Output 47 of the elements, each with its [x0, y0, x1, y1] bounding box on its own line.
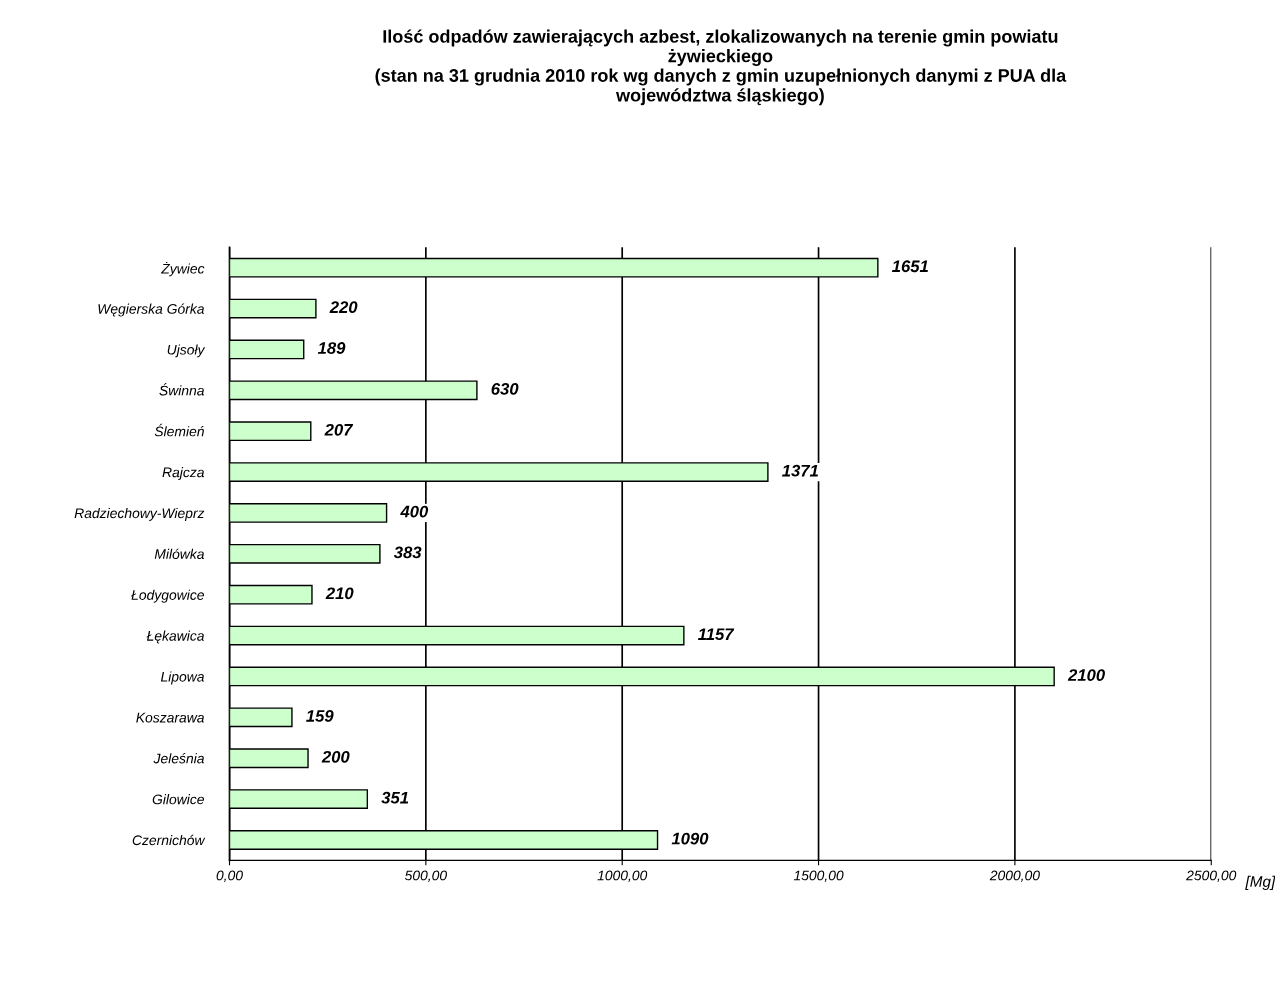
- bar: [229, 789, 369, 810]
- bar: [229, 503, 388, 523]
- y-tick-label: Koszarawa: [136, 712, 205, 723]
- data-label: 2100: [1067, 669, 1105, 681]
- data-label: 400: [400, 505, 429, 518]
- data-label: 189: [317, 342, 346, 354]
- chart-title: Ilość odpadów zawierających azbest, zlokalizowanych na terenie gmin powiatu żywieckiego (stan na 31 grudnia 2010 rok wg danych z gmin uzupełnionych danymi z PUA dla województwa śląskiego): [375, 29, 1067, 106]
- data-label: 159: [306, 710, 334, 722]
- y-tick-label: Radziechowy-Wieprz: [74, 507, 205, 521]
- data-label: 1157: [698, 628, 735, 641]
- data-label: 207: [324, 423, 354, 436]
- y-tick-label: Rajcza: [162, 467, 205, 480]
- data-label: 210: [325, 587, 354, 600]
- x-tick-label: 1000,00: [597, 870, 648, 882]
- bar: [229, 748, 309, 769]
- y-tick-label: Łodygowice: [131, 589, 204, 603]
- data-label: 1090: [671, 832, 709, 845]
- data-label: 1371: [782, 464, 818, 477]
- y-tick-label: Ślemień: [154, 423, 204, 437]
- x-tick-label: 1500,00: [793, 870, 844, 882]
- y-tick-label: Łękawica: [146, 630, 205, 644]
- data-label: 630: [491, 383, 519, 395]
- bar: [229, 339, 305, 360]
- x-tick-label: 2000,00: [989, 870, 1040, 882]
- y-tick-label: Gilowice: [152, 794, 204, 805]
- bar: [229, 298, 317, 319]
- y-tick-label: Węgierska Górka: [98, 303, 205, 317]
- data-label: 200: [321, 750, 350, 763]
- y-tick-label: Milówka: [154, 548, 205, 560]
- x-tick-label: 2500,00: [1186, 870, 1237, 882]
- data-label: 351: [381, 791, 409, 804]
- bar: [229, 421, 312, 442]
- bar: [229, 543, 381, 564]
- bar: [229, 584, 313, 605]
- data-label: 1651: [892, 260, 928, 273]
- y-tick-label: Jeleśnia: [153, 753, 205, 764]
- data-label: 383: [393, 546, 422, 559]
- y-tick-label: Lipowa: [160, 671, 205, 685]
- y-tick-label: Żywiec: [161, 261, 205, 277]
- y-tick-label: Ujsoły: [167, 344, 206, 358]
- y-tick-label: Czernichów: [132, 834, 206, 846]
- bar: [229, 707, 293, 728]
- x-axis-title: [Mg]: [1245, 875, 1275, 890]
- x-tick-label: 500,00: [404, 870, 447, 882]
- y-tick-label: Świnna: [159, 382, 205, 396]
- data-label: 220: [329, 301, 358, 314]
- x-tick-label: 0,00: [216, 870, 243, 882]
